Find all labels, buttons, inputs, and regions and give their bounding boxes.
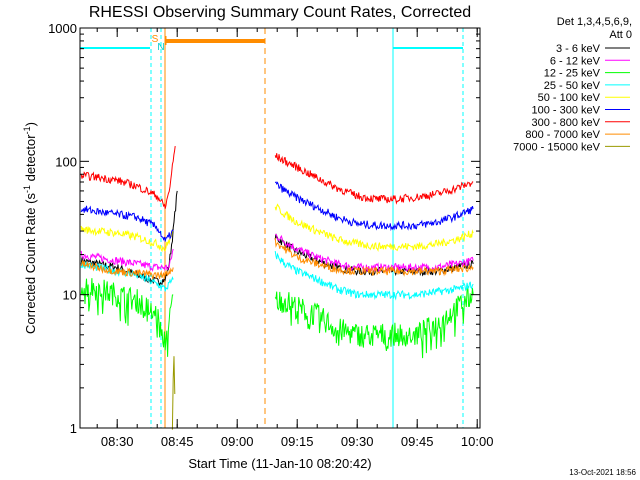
series-line bbox=[80, 225, 174, 253]
y-label-exponent: -1 bbox=[22, 185, 32, 193]
legend-label: 300 - 800 keV bbox=[532, 117, 601, 129]
chart-title: RHESSI Observing Summary Count Rates, Co… bbox=[89, 4, 471, 21]
series-line bbox=[80, 146, 176, 209]
series-line bbox=[274, 251, 474, 301]
x-tick-label: 09:15 bbox=[281, 434, 314, 449]
legend-label: 7000 - 15000 keV bbox=[513, 141, 601, 153]
y-tick-label: 10 bbox=[63, 288, 77, 303]
legend-label: 800 - 7000 keV bbox=[525, 129, 600, 141]
series-line bbox=[274, 153, 474, 205]
x-tick-label: 08:45 bbox=[161, 434, 194, 449]
y-tick-label: 1000 bbox=[48, 21, 77, 36]
legend-header-detectors: Det 1,3,4,5,6,9, bbox=[557, 16, 632, 28]
y-label-part: Corrected Count Rate (s bbox=[23, 193, 38, 334]
y-label-part: detector bbox=[23, 134, 38, 185]
legend-label: 3 - 6 keV bbox=[556, 43, 601, 55]
series-line bbox=[275, 234, 474, 273]
y-axis-label: Corrected Count Rate (s-1 detector-1) bbox=[22, 122, 38, 334]
x-tick-label: 10:00 bbox=[461, 434, 494, 449]
timestamp: 13-Oct-2021 18:56 bbox=[569, 468, 636, 477]
y-label-exponent: -1 bbox=[22, 126, 32, 134]
series-line bbox=[274, 181, 474, 232]
legend-label: 100 - 300 keV bbox=[532, 105, 601, 117]
x-tick-label: 09:45 bbox=[401, 434, 434, 449]
series-line bbox=[80, 205, 174, 242]
series-line bbox=[274, 203, 474, 253]
series-line bbox=[274, 237, 474, 277]
series-line bbox=[80, 261, 174, 292]
y-tick-label: 100 bbox=[55, 154, 77, 169]
plot-frame bbox=[79, 27, 481, 429]
legend-label: 6 - 12 keV bbox=[550, 55, 601, 67]
series-line bbox=[80, 248, 174, 273]
x-tick-label: 09:30 bbox=[341, 434, 374, 449]
y-label-part: ) bbox=[23, 122, 38, 126]
series-line bbox=[80, 260, 174, 281]
x-tick-label: 08:30 bbox=[101, 434, 134, 449]
plot-area: SN 1 10 100 1000 08:30 08:45 09:00 09:15 09:30 09:… bbox=[48, 21, 493, 449]
y-tick-label: 1 bbox=[70, 421, 77, 436]
flag-label: N bbox=[157, 42, 164, 53]
legend-label: 25 - 50 keV bbox=[544, 80, 601, 92]
flag-label: S bbox=[152, 34, 159, 45]
series-line bbox=[171, 356, 176, 430]
x-axis-label: Start Time (11-Jan-10 08:20:42) bbox=[188, 456, 371, 471]
legend-label: 12 - 25 keV bbox=[544, 68, 601, 80]
legend-header-attenuator: Att 0 bbox=[609, 29, 632, 41]
series-line bbox=[80, 278, 174, 357]
legend-label: 50 - 100 keV bbox=[538, 92, 601, 104]
series-line bbox=[274, 285, 474, 359]
x-tick-label: 09:00 bbox=[221, 434, 254, 449]
